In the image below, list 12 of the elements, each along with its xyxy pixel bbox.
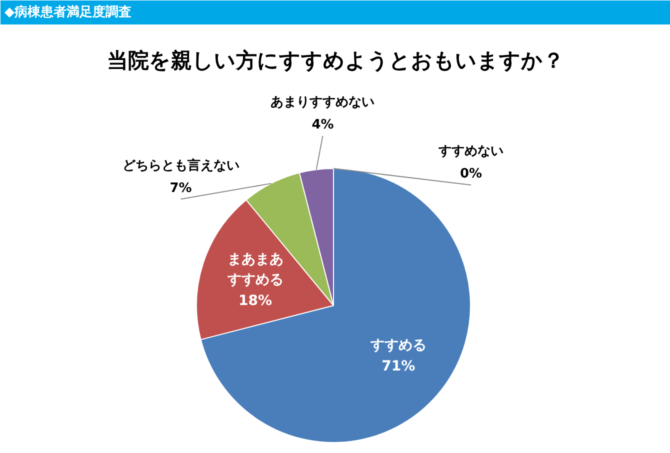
data-label: 71% bbox=[382, 358, 416, 374]
data-label: 4% bbox=[312, 118, 334, 133]
chart-title: 当院を親しい方にすすめようとおもいますか？ bbox=[107, 48, 564, 72]
slice-label: どちらとも言えない bbox=[122, 157, 240, 174]
text: 0% bbox=[460, 166, 482, 182]
slice-label: すすめる bbox=[369, 337, 426, 354]
data-label: 7% bbox=[170, 180, 192, 196]
slice-label: まあまあすすめる bbox=[226, 251, 284, 288]
category-label: すすめない bbox=[438, 144, 504, 160]
chart-subtitle: ◆病棟患者満足度調査 bbox=[4, 4, 132, 20]
data-label: 18% bbox=[238, 292, 272, 309]
slice-label: あまりすすめない bbox=[270, 95, 375, 110]
